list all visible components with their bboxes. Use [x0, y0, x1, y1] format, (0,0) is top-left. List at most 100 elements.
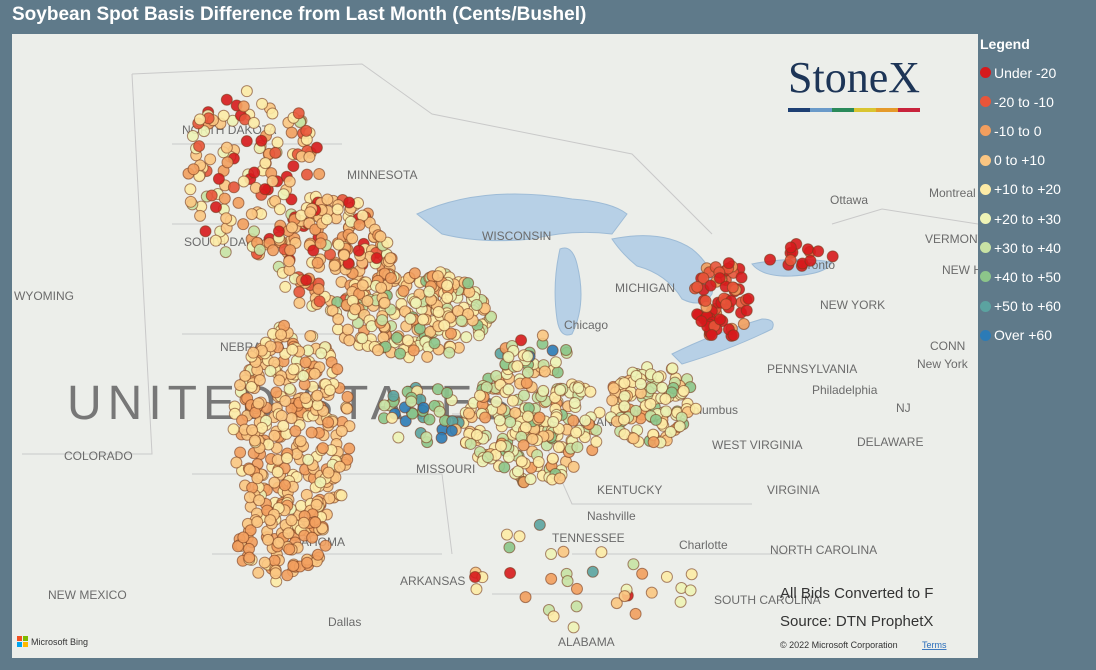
border — [22, 73, 153, 455]
bid-dot — [460, 331, 473, 344]
bid-dot — [253, 243, 266, 256]
bid-dot — [390, 331, 403, 344]
place-label: NEW HAMPSHIRE — [942, 263, 978, 277]
bid-dot — [343, 196, 356, 209]
bid-dot — [237, 531, 250, 544]
bid-dot — [469, 571, 482, 584]
bid-dot — [441, 279, 454, 292]
bid-dot — [338, 249, 351, 262]
bid-dot — [234, 379, 247, 392]
bid-dot — [285, 514, 298, 527]
bid-dot — [252, 566, 265, 579]
bid-dot — [610, 597, 623, 610]
bid-dot — [726, 281, 739, 294]
bid-dot — [378, 399, 391, 412]
legend-label: 0 to +10 — [994, 152, 1045, 169]
bid-dot — [230, 456, 243, 469]
note: All Bids Converted to F — [780, 585, 933, 602]
bid-dot — [742, 292, 755, 305]
bid-dot — [618, 390, 631, 403]
logo-stripe — [788, 108, 810, 112]
bid-dot — [812, 245, 825, 258]
legend-label: -10 to 0 — [994, 122, 1042, 139]
bid-dot — [384, 252, 397, 265]
legend-item: -10 to 0 — [980, 116, 1096, 145]
bid-dot — [421, 350, 434, 363]
bid-dot — [300, 168, 313, 181]
bid-dot — [423, 285, 436, 298]
bid-dot — [255, 134, 268, 147]
bid-dot — [269, 567, 282, 580]
bid-dot — [217, 109, 230, 122]
terms-link[interactable]: Terms — [922, 640, 947, 650]
bid-dot — [279, 394, 292, 407]
bid-dot — [280, 452, 293, 465]
bid-dot — [673, 420, 686, 433]
bid-dot — [304, 206, 317, 219]
bid-dot — [387, 389, 400, 402]
bid-dot — [248, 434, 261, 447]
bid-dot — [537, 384, 550, 397]
bid-dot — [252, 397, 265, 410]
bid-dot — [727, 329, 740, 342]
place-label: Nashville — [587, 509, 636, 523]
bid-dot — [479, 411, 492, 424]
bid-dot — [283, 255, 296, 268]
border — [831, 208, 978, 225]
bid-dot — [314, 476, 327, 489]
bid-dot — [333, 460, 346, 473]
bid-dot — [441, 291, 454, 304]
bid-dot — [431, 270, 444, 283]
legend-swatch — [980, 271, 991, 283]
place-label: MISSOURI — [416, 462, 475, 476]
place-label: DELAWARE — [857, 435, 923, 449]
bid-dot — [433, 405, 446, 418]
bid-dot — [705, 328, 718, 341]
legend-item: +50 to +60 — [980, 292, 1096, 321]
bid-dot — [234, 446, 247, 459]
legend-item: -20 to -10 — [980, 87, 1096, 116]
bid-dot — [300, 274, 313, 287]
bid-dot — [521, 410, 534, 423]
bid-dot — [502, 383, 515, 396]
logo-stripe — [876, 108, 898, 112]
bid-dot — [618, 377, 631, 390]
bid-dot — [289, 425, 302, 438]
bid-dot — [349, 303, 362, 316]
border — [131, 63, 713, 235]
place-label: PENNSYLVANIA — [767, 362, 857, 376]
bid-dot — [684, 584, 697, 597]
bid-dot — [335, 424, 348, 437]
bid-dot — [474, 389, 487, 402]
bid-dot — [375, 281, 388, 294]
bid-dot — [277, 419, 290, 432]
bid-dot — [248, 166, 261, 179]
bid-dot — [310, 141, 323, 154]
bid-dot — [341, 453, 354, 466]
bid-dot — [287, 363, 300, 376]
bid-dot — [275, 328, 288, 341]
legend-item: Over +60 — [980, 321, 1096, 350]
bid-dot — [644, 397, 657, 410]
bid-dot — [264, 365, 277, 378]
bid-dot — [194, 209, 207, 222]
bid-dot — [326, 304, 339, 317]
bid-dot — [335, 489, 348, 502]
bid-dot — [627, 432, 640, 445]
bid-dot — [704, 279, 717, 292]
legend-title: Legend — [980, 36, 1030, 52]
bid-dot — [545, 547, 558, 560]
bid-dot — [645, 382, 658, 395]
copyright: © 2022 Microsoft Corporation — [780, 640, 898, 650]
bid-dot — [231, 540, 244, 553]
bid-dot — [520, 376, 533, 389]
map-background — [12, 34, 978, 658]
bid-dot — [606, 394, 619, 407]
map: UNITED STATES NORTH DAKOTA MINNESOTA SOU… — [12, 34, 978, 658]
legend-swatch — [980, 154, 991, 166]
bid-dot — [438, 319, 451, 332]
bid-dot — [590, 435, 603, 448]
bid-dot — [547, 610, 560, 623]
bid-dot — [685, 568, 698, 581]
bid-dot — [549, 356, 562, 369]
